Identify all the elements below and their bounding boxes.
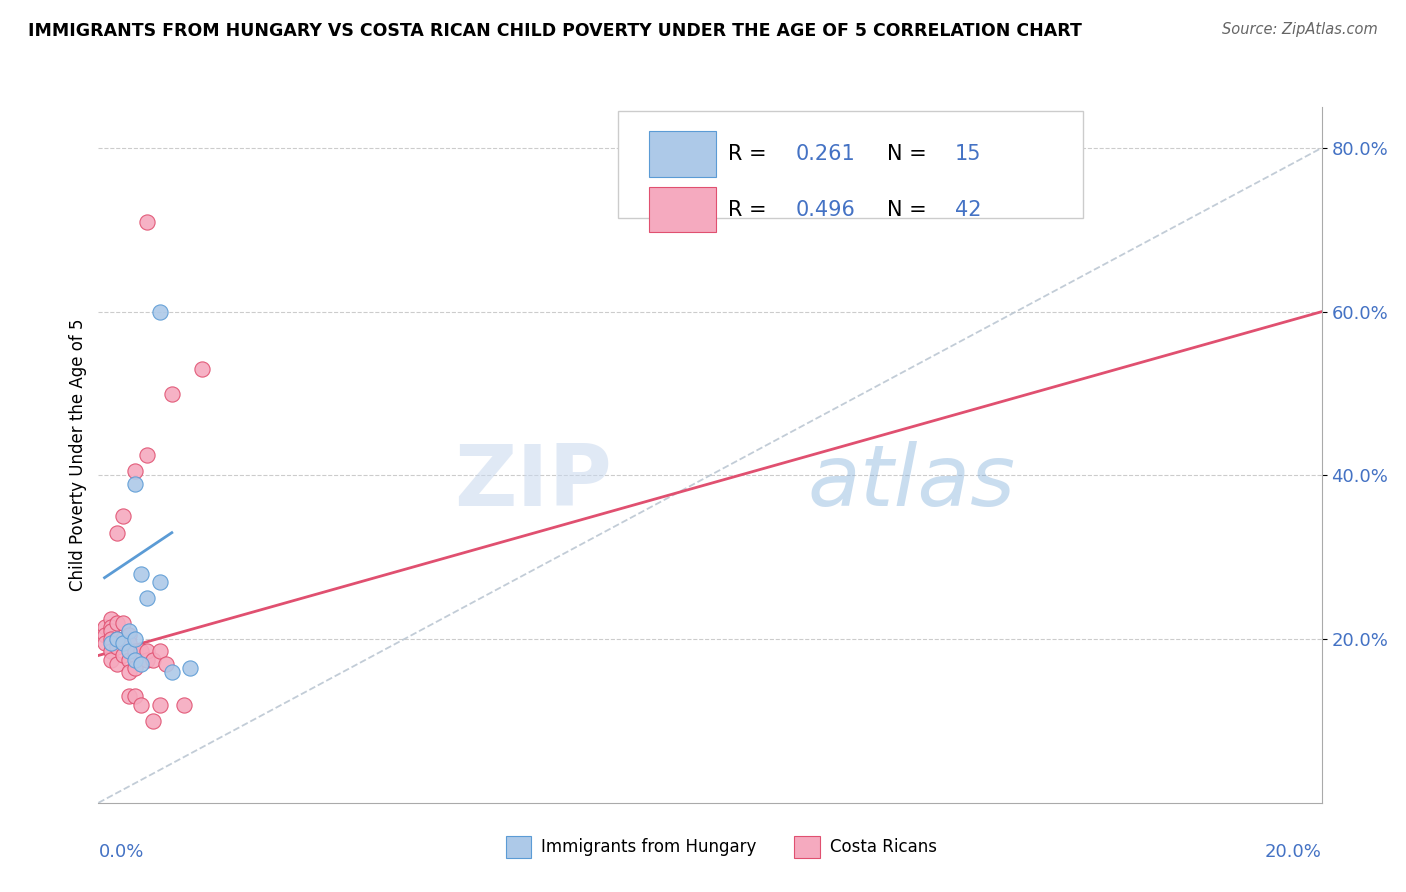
Point — [129, 644, 152, 658]
Point — [118, 644, 141, 658]
Point — [155, 657, 177, 671]
Point — [124, 632, 146, 646]
Point — [124, 652, 146, 666]
Point — [100, 644, 122, 658]
Point — [105, 615, 128, 630]
Point — [129, 566, 152, 581]
Point — [118, 665, 141, 679]
Text: N =: N = — [887, 200, 934, 219]
Point — [129, 657, 152, 671]
FancyBboxPatch shape — [648, 187, 716, 232]
Point — [129, 698, 152, 712]
Point — [105, 640, 128, 655]
Point — [93, 620, 115, 634]
Point — [136, 214, 159, 228]
Point — [124, 464, 146, 478]
Point — [191, 362, 214, 376]
Point — [105, 632, 128, 646]
Y-axis label: Child Poverty Under the Age of 5: Child Poverty Under the Age of 5 — [69, 318, 87, 591]
Point — [118, 624, 141, 638]
Point — [136, 644, 159, 658]
Point — [160, 665, 183, 679]
Point — [100, 612, 122, 626]
Point — [111, 509, 134, 524]
Point — [136, 448, 159, 462]
Point — [93, 628, 115, 642]
Point — [100, 624, 122, 638]
Point — [100, 620, 122, 634]
Point — [100, 632, 122, 646]
Text: N =: N = — [887, 144, 934, 164]
Point — [124, 661, 146, 675]
Point — [118, 652, 141, 666]
Text: Source: ZipAtlas.com: Source: ZipAtlas.com — [1222, 22, 1378, 37]
Point — [124, 476, 146, 491]
Text: ZIP: ZIP — [454, 442, 612, 524]
Point — [136, 591, 159, 606]
Point — [149, 698, 172, 712]
Point — [100, 636, 122, 650]
Text: 20.0%: 20.0% — [1265, 843, 1322, 861]
Point — [118, 628, 141, 642]
Text: R =: R = — [728, 200, 773, 219]
Point — [149, 574, 172, 589]
Point — [111, 615, 134, 630]
Point — [118, 636, 141, 650]
Point — [111, 632, 134, 646]
Point — [142, 652, 165, 666]
Point — [173, 698, 195, 712]
Point — [136, 652, 159, 666]
Point — [100, 652, 122, 666]
Text: 42: 42 — [955, 200, 981, 219]
Text: Immigrants from Hungary: Immigrants from Hungary — [541, 838, 756, 856]
Text: 0.496: 0.496 — [796, 200, 855, 219]
Text: 0.0%: 0.0% — [98, 843, 143, 861]
Point — [124, 690, 146, 704]
FancyBboxPatch shape — [648, 131, 716, 177]
Point — [118, 690, 141, 704]
Point — [149, 304, 172, 318]
Text: 15: 15 — [955, 144, 981, 164]
Point — [105, 632, 128, 646]
Point — [111, 648, 134, 663]
FancyBboxPatch shape — [619, 111, 1083, 219]
Point — [105, 525, 128, 540]
Point — [124, 648, 146, 663]
Point — [160, 386, 183, 401]
Point — [93, 636, 115, 650]
Point — [149, 644, 172, 658]
Point — [111, 636, 134, 650]
Point — [179, 661, 201, 675]
Text: IMMIGRANTS FROM HUNGARY VS COSTA RICAN CHILD POVERTY UNDER THE AGE OF 5 CORRELAT: IMMIGRANTS FROM HUNGARY VS COSTA RICAN C… — [28, 22, 1083, 40]
Point — [105, 657, 128, 671]
Point — [142, 714, 165, 728]
Text: Costa Ricans: Costa Ricans — [830, 838, 936, 856]
Text: 0.261: 0.261 — [796, 144, 855, 164]
Text: R =: R = — [728, 144, 773, 164]
Point — [124, 644, 146, 658]
Text: atlas: atlas — [808, 442, 1017, 524]
